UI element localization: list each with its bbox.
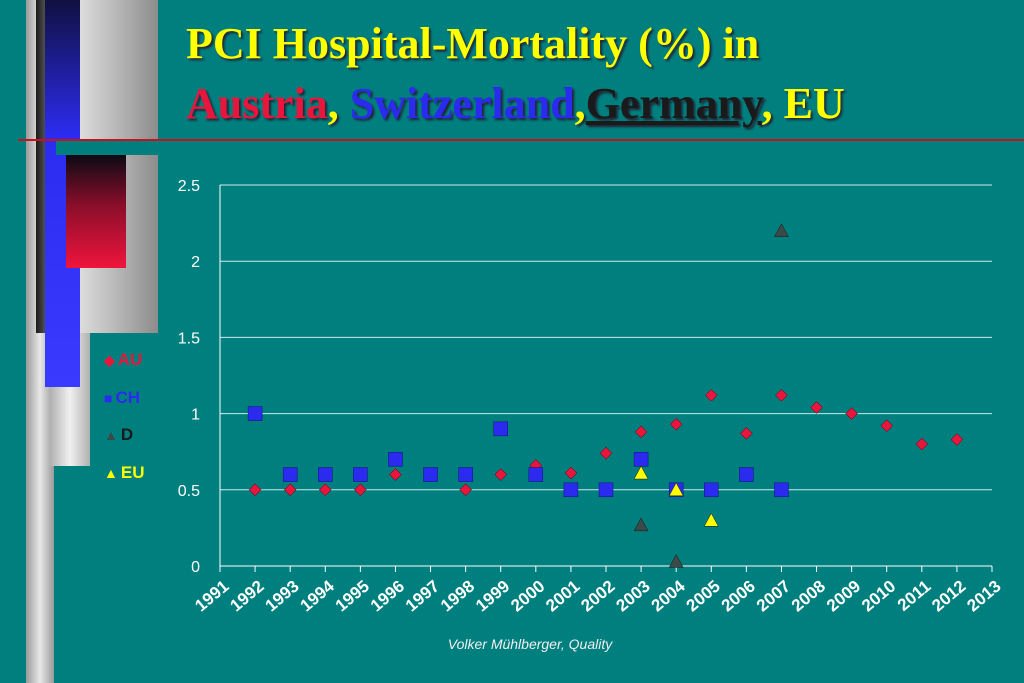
point-ch (633, 452, 649, 467)
triangle-icon: ▲ (104, 465, 118, 481)
x-tick-label: 1999 (472, 577, 513, 616)
x-tick-label: 2007 (753, 577, 794, 616)
x-tick-label: 2010 (858, 577, 899, 616)
legend-item-ch: ■ CH (104, 388, 140, 408)
x-tick-label: 2005 (683, 577, 724, 616)
title-line1: PCI Hospital-Mortality (%) in (186, 19, 760, 68)
y-tick-label: 1.5 (178, 330, 200, 347)
x-tick-label: 1993 (262, 577, 303, 616)
point-au (740, 427, 753, 440)
y-tick-label: 0.5 (178, 483, 200, 500)
x-tick-label: 1998 (437, 577, 478, 616)
footer-credit: Volker Mühlberger, Quality (447, 636, 613, 652)
point-au (564, 466, 578, 480)
point-au (950, 433, 964, 446)
point-ch (528, 467, 544, 482)
x-tick-label: 2000 (507, 577, 548, 616)
point-au (459, 483, 472, 497)
point-au (354, 483, 367, 497)
point-au (389, 468, 402, 481)
title-rule (18, 139, 1024, 141)
point-au (669, 417, 683, 431)
x-tick-label: 2008 (788, 577, 829, 616)
legend-label-ch: CH (115, 388, 141, 407)
point-au (494, 468, 508, 481)
title-switzerland: Switzerland (349, 79, 575, 128)
point-au (599, 446, 613, 460)
x-tick-label: 2012 (928, 577, 969, 616)
point-ch (282, 467, 298, 482)
point-ch (353, 467, 368, 482)
point-au (283, 483, 297, 497)
x-tick-label: 1992 (226, 577, 267, 616)
x-tick-label: 2009 (823, 577, 864, 616)
x-tick-label: 2004 (648, 576, 690, 615)
y-tick-label: 0 (191, 559, 200, 576)
diamond-icon: ◆ (104, 352, 115, 368)
x-tick-label: 2013 (963, 577, 1004, 616)
point-ch (458, 467, 473, 482)
x-tick-label: 2001 (542, 577, 583, 616)
legend-label-d: D (120, 425, 134, 444)
x-tick-label: 2002 (577, 577, 618, 616)
point-ch (739, 467, 754, 482)
title-germany: Germany (585, 79, 762, 128)
decor-panel-top (56, 141, 1024, 155)
y-tick-label: 2.5 (178, 178, 200, 195)
point-au (810, 401, 823, 414)
y-tick-label: 1 (191, 407, 200, 424)
title-sep-1: , (327, 79, 350, 128)
x-tick-label: 1996 (367, 577, 408, 616)
point-d (774, 223, 789, 237)
point-ch (247, 406, 263, 421)
decor-bar-red (66, 154, 126, 268)
legend-label-au: AU (117, 350, 143, 369)
point-d (668, 553, 684, 568)
point-au (915, 437, 929, 451)
legend-item-d: ▲ D (104, 425, 133, 445)
point-au (845, 407, 858, 420)
x-tick-label: 1997 (402, 577, 443, 616)
point-ch (423, 467, 438, 482)
point-au (634, 425, 648, 439)
point-ch (563, 482, 579, 498)
triangle-icon: ▲ (104, 427, 118, 443)
point-au (248, 483, 262, 497)
page-title: PCI Hospital-Mortality (%) in Austria, S… (186, 14, 1016, 134)
x-tick-label: 1994 (297, 576, 339, 615)
title-austria: Austria (186, 79, 328, 128)
point-ch (598, 482, 614, 498)
point-au (880, 419, 894, 433)
point-ch (318, 467, 333, 482)
point-eu (633, 465, 649, 480)
x-tick-label: 1995 (332, 577, 373, 616)
title-eu: EU (783, 79, 845, 128)
point-d (633, 517, 649, 532)
x-tick-label: 2011 (894, 577, 934, 615)
point-au (704, 388, 718, 402)
title-sep-3: , (761, 79, 784, 128)
square-icon: ■ (104, 390, 113, 406)
y-tick-label: 2 (191, 254, 200, 271)
legend-item-eu: ▲ EU (104, 463, 144, 483)
x-tick-label: 1991 (191, 577, 232, 616)
legend-item-au: ◆ AU (104, 350, 142, 370)
title-sep-2: , (574, 79, 586, 128)
point-eu (668, 482, 684, 497)
point-ch (704, 482, 719, 498)
point-eu (703, 512, 719, 527)
point-au (318, 483, 332, 497)
point-ch (388, 452, 403, 467)
x-tick-label: 2003 (612, 577, 653, 616)
x-tick-label: 2006 (718, 577, 759, 616)
legend-label-eu: EU (120, 463, 145, 482)
point-au (775, 388, 788, 402)
point-ch (774, 482, 789, 498)
point-ch (493, 421, 508, 437)
